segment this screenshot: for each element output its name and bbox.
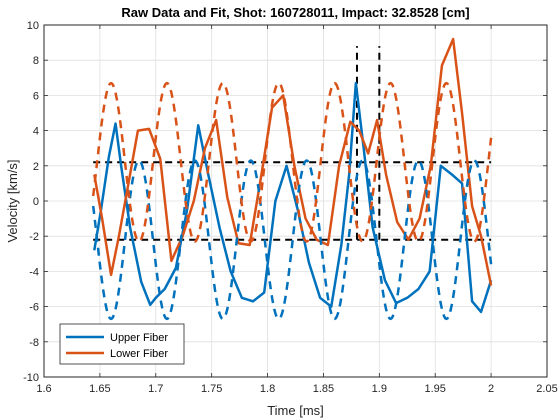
y-tick-label: 2	[33, 161, 39, 173]
chart-title: Raw Data and Fit, Shot: 160728011, Impac…	[121, 5, 469, 20]
y-tick-label: -4	[29, 266, 39, 278]
y-tick-label: -2	[29, 231, 39, 243]
x-tick-label: 1.8	[260, 383, 275, 395]
x-tick-label: 1.7	[148, 383, 163, 395]
lower-fiber-line	[93, 37, 493, 286]
y-tick-label: -6	[29, 302, 39, 314]
legend-label-lower: Lower Fiber	[110, 348, 168, 360]
x-tick-label: 2.05	[536, 383, 557, 395]
lower-fiber-fit-line	[91, 81, 493, 243]
x-tick-label: 1.9	[372, 383, 387, 395]
legend: Upper Fiber Lower Fiber	[59, 323, 185, 365]
y-tick-label: 4	[33, 126, 39, 138]
x-tick-label: 1.85	[313, 383, 334, 395]
series-group	[91, 37, 493, 321]
y-tick-label: 8	[33, 55, 39, 67]
y-tick-label: 10	[27, 20, 39, 32]
x-tick-label: 1.75	[201, 383, 222, 395]
upper-fiber-fit-line	[91, 159, 493, 321]
y-axis-label: Velocity [km/s]	[5, 159, 20, 242]
legend-box	[59, 323, 185, 365]
legend-label-upper: Upper Fiber	[110, 332, 168, 344]
y-tick-label: -8	[29, 337, 39, 349]
x-tick-label: 1.95	[425, 383, 446, 395]
x-axis-label: Time [ms]	[267, 403, 324, 418]
y-tick-label: 0	[33, 196, 39, 208]
upper-fiber-line	[93, 81, 493, 314]
x-tick-label: 1.6	[36, 383, 51, 395]
y-tick-label: -10	[23, 372, 39, 384]
tick-group: 1.6 1.65 1.7 1.75 1.8 1.85 1.9 1.95 2 2.05 -10 -8 -6…	[23, 20, 558, 395]
x-tick-label: 1.65	[89, 383, 110, 395]
x-tick-label: 2	[488, 383, 494, 395]
y-tick-label: 6	[33, 90, 39, 102]
